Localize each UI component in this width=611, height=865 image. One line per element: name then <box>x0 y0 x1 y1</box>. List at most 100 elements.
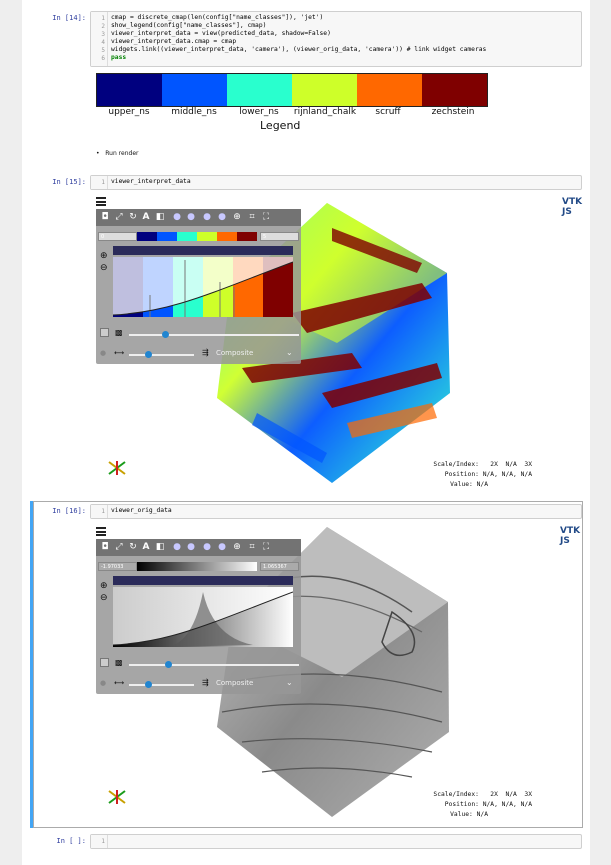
position-label: Position: <box>444 471 479 478</box>
lock-icon[interactable]: ● <box>100 679 107 687</box>
line-number: 1 <box>101 15 105 22</box>
range-min-input[interactable]: 0 <box>98 232 137 241</box>
sphere-icon[interactable]: ● <box>187 212 195 222</box>
vtk-logo: VTK JS <box>560 526 581 546</box>
code-line: widgets.link((viewer_interpret_data, 'ca… <box>111 46 487 53</box>
sphere-icon[interactable]: ● <box>173 542 181 552</box>
bullet-text: Run render <box>105 150 139 157</box>
zoom-out-icon[interactable]: ⊖ <box>100 593 108 603</box>
code-cell-16[interactable]: 1 viewer_orig_data <box>90 504 582 519</box>
crop-icon[interactable]: ⌗ <box>249 542 255 552</box>
menu-icon[interactable] <box>96 527 106 536</box>
opacity-colorbar <box>113 576 293 585</box>
crosshair-icon[interactable]: ⊕ <box>233 212 241 222</box>
sphere-icon[interactable]: ● <box>203 212 211 222</box>
legend-swatch <box>422 74 487 106</box>
code-line: viewer_orig_data <box>111 507 172 514</box>
value-value: N/A <box>476 481 488 488</box>
chevron-down-icon[interactable]: ⌄ <box>286 348 293 357</box>
code-line: viewer_interpret_data.cmap = cmap <box>111 38 237 45</box>
gradient-icon: ▩ <box>115 658 123 667</box>
sphere-icon[interactable]: ● <box>203 542 211 552</box>
menu-icon[interactable] <box>96 197 106 206</box>
range-max-input[interactable]: 1.065367 <box>260 562 299 571</box>
crop-icon[interactable]: ⌗ <box>249 212 255 222</box>
zoom-out-icon[interactable]: ⊖ <box>100 263 108 273</box>
blend-mode-select[interactable]: Composite <box>216 679 254 687</box>
annotation-icon[interactable]: A <box>142 212 150 222</box>
viewer-toolbar: ◘ ⤢ ↻ A ◧ ● ● ● ● ⊕ ⌗ ⛶ <box>96 209 301 226</box>
blend-icon: ⇶ <box>202 678 209 687</box>
sphere-icon[interactable]: ● <box>187 542 195 552</box>
value-label: Value: <box>450 811 473 818</box>
transfer-function-editor[interactable] <box>113 587 293 647</box>
range-min-input[interactable]: -1.97033 <box>98 562 137 571</box>
value-readout: Value: N/A <box>392 811 488 818</box>
shadow-checkbox[interactable] <box>100 328 109 337</box>
zoom-in-icon[interactable]: ⊕ <box>100 581 108 591</box>
camera-icon[interactable]: ◘ <box>101 212 109 222</box>
sphere-icon[interactable]: ● <box>173 212 181 222</box>
rotate-icon[interactable]: ↻ <box>129 542 137 552</box>
zoom-in-icon[interactable]: ⊕ <box>100 251 108 261</box>
axes-icon[interactable] <box>106 459 128 477</box>
scale-index-readout: Scale/Index: 2X N/A 3X <box>392 461 532 468</box>
opacity-slider[interactable] <box>129 661 299 668</box>
slider-knob[interactable] <box>162 331 169 338</box>
transfer-function-editor[interactable] <box>113 257 293 317</box>
fullscreen-icon[interactable]: ⛶ <box>262 542 270 552</box>
code-cell-15[interactable]: 1 viewer_interpret_data <box>90 175 582 190</box>
legend-swatch <box>357 74 422 106</box>
shadow-checkbox[interactable] <box>100 658 109 667</box>
sphere-icon[interactable]: ● <box>218 542 226 552</box>
chevron-down-icon[interactable]: ⌄ <box>286 678 293 687</box>
cell-prompt: In [15]: <box>52 178 86 186</box>
range-max-input[interactable]: 5 <box>260 232 299 241</box>
line-number: 3 <box>101 31 105 38</box>
legend-label: middle_ns <box>171 107 217 117</box>
blend-mode-select[interactable]: Composite <box>216 349 254 357</box>
position-value: N/A, N/A, N/A <box>482 471 532 478</box>
slider-knob[interactable] <box>145 351 152 358</box>
axes-icon[interactable] <box>106 788 128 806</box>
spacing-slider[interactable] <box>129 681 194 688</box>
markdown-bullet: • Run render <box>96 150 139 157</box>
slider-knob[interactable] <box>165 661 172 668</box>
expand-icon[interactable]: ⤢ <box>115 212 123 222</box>
shadow-icon[interactable]: ◧ <box>155 542 165 552</box>
viewer-control-panel: ◘ ⤢ ↻ A ◧ ● ● ● ● ⊕ ⌗ ⛶ -1.97033 1.06536… <box>96 539 301 694</box>
opacity-slider[interactable] <box>129 331 299 338</box>
viewer-control-panel: ◘ ⤢ ↻ A ◧ ● ● ● ● ⊕ ⌗ ⛶ 0 5 ⊕ ⊖ <box>96 209 301 364</box>
code-line: viewer_interpret_data = view(predicted_d… <box>111 30 331 37</box>
cell-prompt: In [14]: <box>52 14 86 22</box>
crosshair-icon[interactable]: ⊕ <box>233 542 241 552</box>
sphere-icon[interactable]: ● <box>218 212 226 222</box>
code-line: cmap = discrete_cmap(len(config["name_cl… <box>111 14 324 21</box>
code-line: viewer_interpret_data <box>111 178 191 185</box>
camera-icon[interactable]: ◘ <box>101 542 109 552</box>
line-gutter <box>91 835 108 848</box>
spacing-slider[interactable] <box>129 351 194 358</box>
shadow-icon[interactable]: ◧ <box>155 212 165 222</box>
expand-icon[interactable]: ⤢ <box>115 542 123 552</box>
position-readout: Position: N/A, N/A, N/A <box>392 471 532 478</box>
position-label: Position: <box>444 801 479 808</box>
code-cell-14[interactable]: 1 2 3 4 5 6 cmap = discrete_cmap(len(con… <box>90 11 582 67</box>
legend-swatch <box>292 74 357 106</box>
fullscreen-icon[interactable]: ⛶ <box>262 212 270 222</box>
code-line: show_legend(config["name_classes"], cmap… <box>111 22 267 29</box>
vtk-logo: VTK JS <box>562 197 583 217</box>
rotate-icon[interactable]: ↻ <box>129 212 137 222</box>
vtk-viewer-interpret[interactable]: VTK JS Scale/Index: 2X N/A 3X Position: … <box>92 193 582 493</box>
value-value: N/A <box>476 811 488 818</box>
volume-render-colored[interactable] <box>92 193 582 493</box>
selected-cell-border <box>33 501 583 828</box>
scale-label: Scale/Index: <box>433 461 479 468</box>
line-number: 5 <box>101 47 105 54</box>
lock-icon[interactable]: ● <box>100 349 107 357</box>
annotation-icon[interactable]: A <box>142 542 150 552</box>
code-cell-empty[interactable]: 1 <box>90 834 582 849</box>
slider-knob[interactable] <box>145 681 152 688</box>
position-readout: Position: N/A, N/A, N/A <box>392 801 532 808</box>
spacing-icon: ⟷ <box>114 349 125 357</box>
